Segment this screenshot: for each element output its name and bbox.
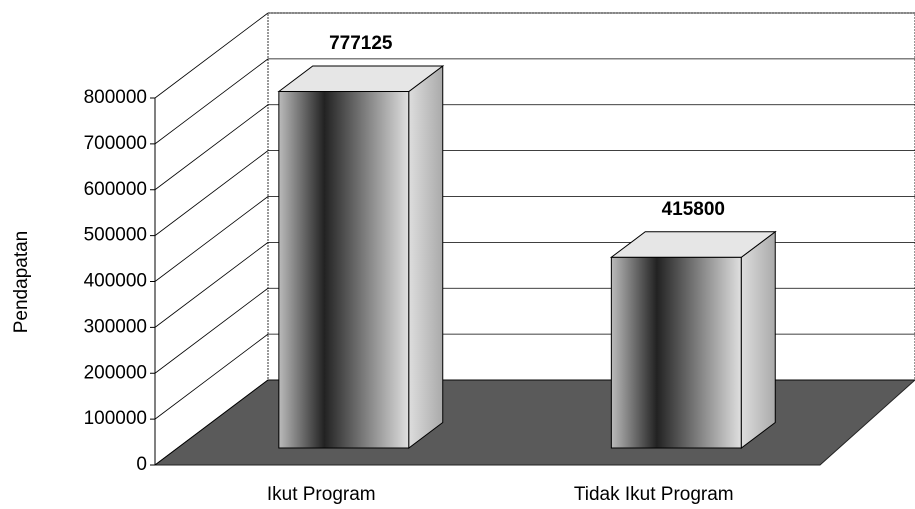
bar-top: [609, 231, 777, 258]
grid-line: [154, 287, 269, 374]
grid-line: [154, 104, 269, 191]
y-axis-title: Pendapatan: [11, 231, 32, 334]
data-label: 415800: [662, 199, 725, 220]
grid-line: [154, 242, 269, 328]
grid-line: [154, 196, 269, 282]
x-tick-label: Tidak Ikut Program: [574, 484, 734, 505]
grid-line: [154, 12, 269, 99]
grid-line: [154, 58, 269, 145]
y-tick-label: 0: [136, 454, 147, 475]
bar-side: [740, 230, 776, 450]
y-tick-label: 700000: [84, 133, 147, 154]
y-tick-label: 400000: [84, 271, 147, 292]
grid-line: [154, 333, 269, 420]
bar-top: [277, 65, 445, 92]
floor: [153, 379, 915, 466]
bar: [610, 256, 742, 449]
y-tick-label: 800000: [84, 87, 147, 108]
y-tick-label: 100000: [84, 408, 147, 429]
data-label: 777125: [329, 33, 393, 54]
y-tick-label: 600000: [84, 179, 147, 200]
y-tick-label: 500000: [84, 225, 147, 246]
grid-line: [154, 150, 269, 236]
bar-side: [408, 64, 444, 450]
y-tick-label: 300000: [84, 316, 147, 337]
x-tick-label: Ikut Program: [267, 484, 376, 505]
bar: [278, 90, 410, 449]
grid-line: [154, 379, 269, 466]
y-tick-label: 200000: [84, 362, 147, 383]
